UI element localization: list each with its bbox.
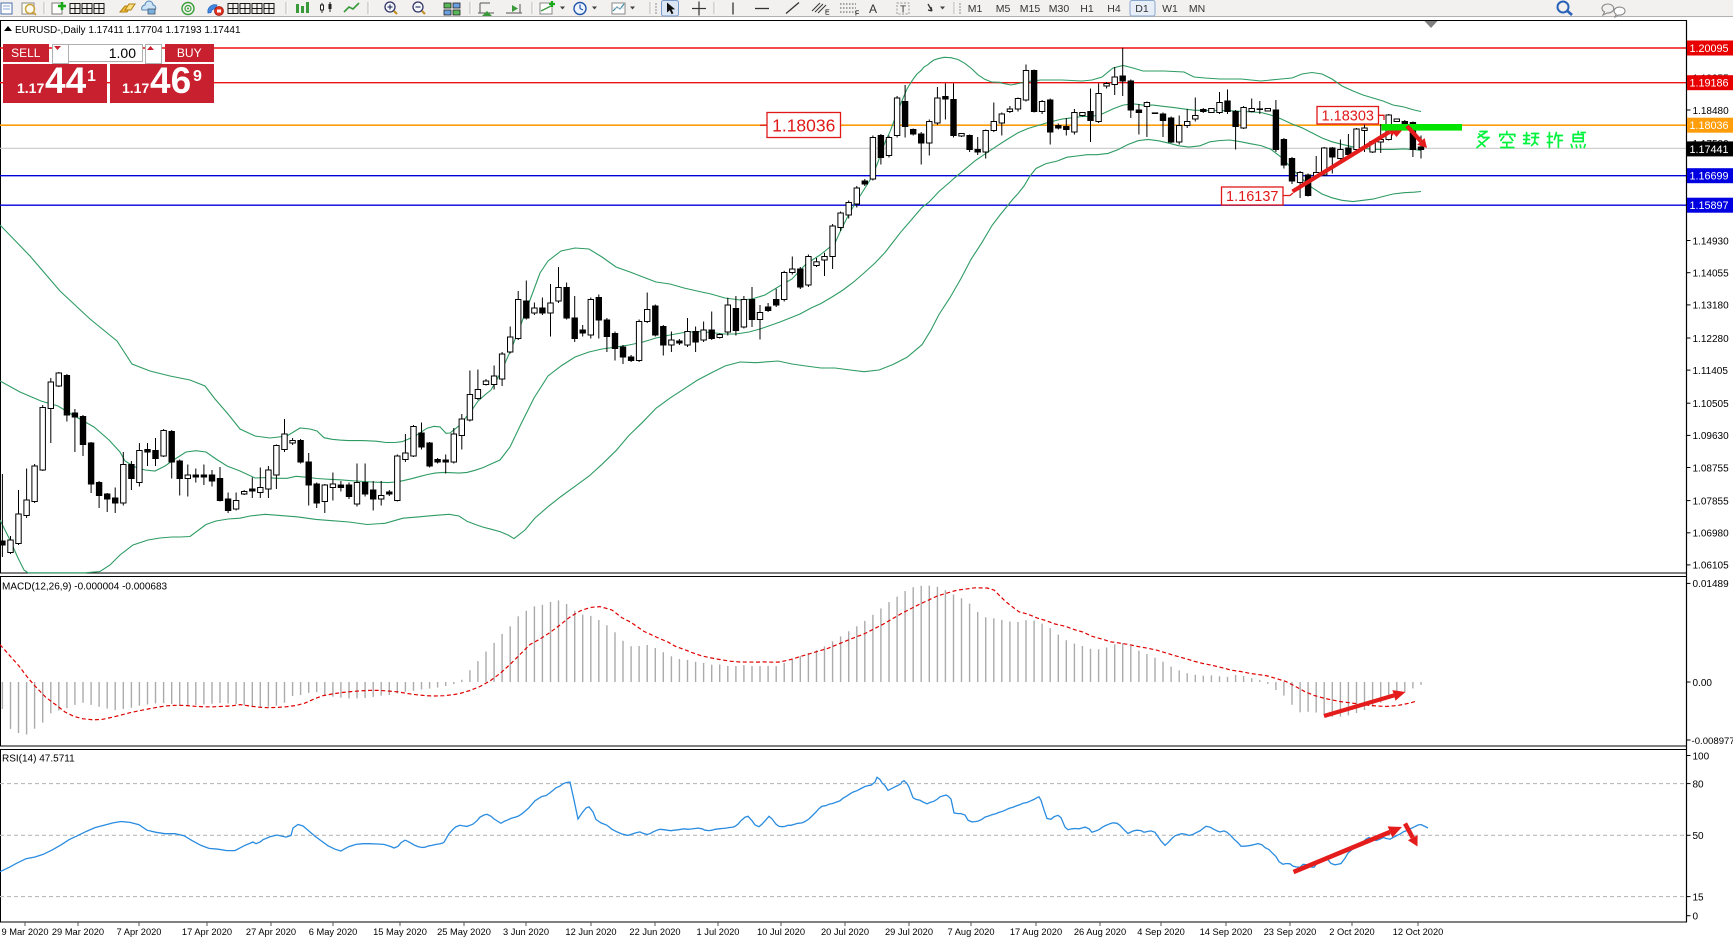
svg-text:14 Sep 2020: 14 Sep 2020 xyxy=(1200,927,1253,937)
svg-text:17 Aug 2020: 17 Aug 2020 xyxy=(1010,927,1062,937)
svg-text:26 Aug 2020: 26 Aug 2020 xyxy=(1074,927,1126,937)
svg-text:7 Apr 2020: 7 Apr 2020 xyxy=(117,927,162,937)
svg-text:1.15897: 1.15897 xyxy=(1690,200,1729,212)
svg-text:27 Apr 2020: 27 Apr 2020 xyxy=(246,927,296,937)
svg-text:12 Oct 2020: 12 Oct 2020 xyxy=(1393,927,1444,937)
svg-text:T: T xyxy=(900,5,906,16)
svg-text:W1: W1 xyxy=(1162,3,1178,15)
svg-text:1.06980: 1.06980 xyxy=(1693,529,1730,540)
svg-text:1.11405: 1.11405 xyxy=(1693,366,1729,377)
svg-text:15 May 2020: 15 May 2020 xyxy=(373,927,427,937)
svg-text:17 Apr 2020: 17 Apr 2020 xyxy=(182,927,232,937)
svg-text:H4: H4 xyxy=(1107,3,1121,15)
svg-text:23 Sep 2020: 23 Sep 2020 xyxy=(1264,927,1317,937)
svg-text:29 Mar 2020: 29 Mar 2020 xyxy=(52,927,104,937)
svg-text:M30: M30 xyxy=(1049,3,1070,15)
svg-text:7 Aug 2020: 7 Aug 2020 xyxy=(947,927,994,937)
svg-text:0.01489: 0.01489 xyxy=(1693,579,1730,590)
svg-text:25 May 2020: 25 May 2020 xyxy=(437,927,491,937)
svg-text:50: 50 xyxy=(1693,831,1705,842)
svg-text:29 Jul 2020: 29 Jul 2020 xyxy=(885,927,933,937)
svg-text:M1: M1 xyxy=(968,3,983,15)
svg-text:100: 100 xyxy=(1693,751,1710,762)
svg-text:A: A xyxy=(869,2,877,16)
svg-text:1.18036: 1.18036 xyxy=(1690,120,1729,132)
svg-text:1.10505: 1.10505 xyxy=(1693,399,1730,410)
svg-text:1.12280: 1.12280 xyxy=(1693,334,1730,345)
svg-text:1.18480: 1.18480 xyxy=(1693,106,1730,117)
svg-text:-0.008977: -0.008977 xyxy=(1692,736,1733,747)
svg-text:1.18303: 1.18303 xyxy=(1322,108,1374,124)
svg-text:0.00: 0.00 xyxy=(1693,678,1713,689)
svg-text:1.19186: 1.19186 xyxy=(1690,78,1729,90)
svg-text:1.07855: 1.07855 xyxy=(1693,496,1730,507)
svg-text:1.08755: 1.08755 xyxy=(1693,463,1730,474)
svg-text:1 Jul 2020: 1 Jul 2020 xyxy=(697,927,740,937)
svg-text:F: F xyxy=(855,11,859,18)
svg-text:EURUSD-,Daily 1.17411 1.17704: EURUSD-,Daily 1.17411 1.17704 1.17193 1.… xyxy=(15,25,241,36)
svg-text:MN: MN xyxy=(1189,3,1205,15)
svg-text:H1: H1 xyxy=(1080,3,1094,15)
svg-text:15: 15 xyxy=(1693,892,1705,903)
svg-text:6 May 2020: 6 May 2020 xyxy=(309,927,358,937)
svg-text:1.06105: 1.06105 xyxy=(1693,561,1730,572)
svg-text:1.17441: 1.17441 xyxy=(1690,144,1729,156)
svg-text:1.16699: 1.16699 xyxy=(1690,171,1729,183)
svg-text:1.14055: 1.14055 xyxy=(1693,269,1730,280)
svg-text:D1: D1 xyxy=(1135,3,1149,15)
svg-text:0: 0 xyxy=(1693,912,1699,923)
svg-text:12 Jun 2020: 12 Jun 2020 xyxy=(565,927,616,937)
svg-text:1.16137: 1.16137 xyxy=(1226,189,1278,205)
svg-text:22 Jun 2020: 22 Jun 2020 xyxy=(629,927,680,937)
svg-text:1.13180: 1.13180 xyxy=(1693,301,1730,312)
svg-text:1.09630: 1.09630 xyxy=(1693,431,1730,442)
svg-text:1.18036: 1.18036 xyxy=(772,115,835,135)
svg-text:MACD(12,26,9) -0.000004 -0.000: MACD(12,26,9) -0.000004 -0.000683 xyxy=(2,582,168,593)
svg-text:10 Jul 2020: 10 Jul 2020 xyxy=(757,927,805,937)
svg-text:RSI(14) 47.5711: RSI(14) 47.5711 xyxy=(2,754,75,765)
svg-text:1.20095: 1.20095 xyxy=(1690,43,1729,55)
svg-text:80: 80 xyxy=(1693,779,1705,790)
svg-text:2 Oct 2020: 2 Oct 2020 xyxy=(1329,927,1374,937)
svg-text:9 Mar 2020: 9 Mar 2020 xyxy=(1,927,48,937)
svg-text:1.14930: 1.14930 xyxy=(1693,236,1730,247)
svg-text:20 Jul 2020: 20 Jul 2020 xyxy=(821,927,869,937)
svg-text:E: E xyxy=(825,10,830,17)
svg-text:3 Jun 2020: 3 Jun 2020 xyxy=(503,927,549,937)
svg-text:4 Sep 2020: 4 Sep 2020 xyxy=(1137,927,1185,937)
svg-text:M15: M15 xyxy=(1020,3,1041,15)
svg-text:M5: M5 xyxy=(996,3,1011,15)
